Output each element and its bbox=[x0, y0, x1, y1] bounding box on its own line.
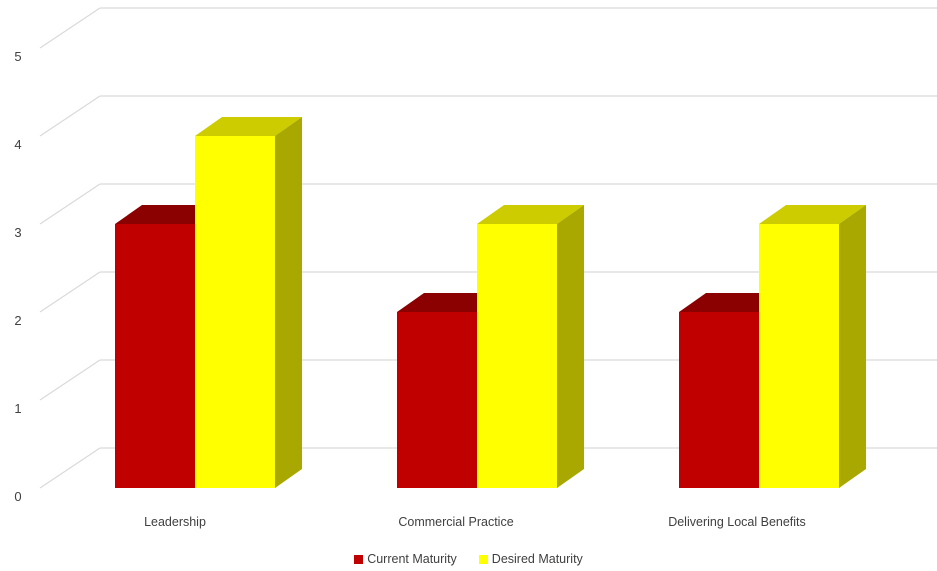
bar-top bbox=[759, 205, 866, 224]
y-axis-ticks: 0 1 2 3 4 5 bbox=[14, 49, 21, 504]
y-tick-label: 0 bbox=[14, 489, 21, 504]
gridline-diagonal bbox=[39, 271, 101, 313]
y-tick-label: 4 bbox=[14, 137, 21, 152]
x-category-label: Delivering Local Benefits bbox=[668, 515, 806, 529]
bar bbox=[195, 117, 302, 488]
legend: Current Maturity Desired Maturity bbox=[0, 552, 937, 566]
gridline-diagonal bbox=[39, 447, 101, 489]
legend-label-desired: Desired Maturity bbox=[491, 552, 583, 566]
y-tick-label: 5 bbox=[14, 49, 21, 64]
bar-top bbox=[477, 205, 584, 224]
legend-label-current: Current Maturity bbox=[367, 552, 457, 566]
gridline-diagonal bbox=[39, 359, 101, 401]
bar-front bbox=[679, 312, 759, 488]
bar-top bbox=[195, 117, 302, 136]
bar-side bbox=[275, 117, 302, 488]
gridline-diagonal bbox=[39, 183, 101, 225]
bar-side bbox=[557, 205, 584, 488]
x-axis-categories: Leadership Commercial Practice Delivering … bbox=[144, 515, 806, 529]
gridline-diagonal bbox=[39, 7, 101, 49]
legend-item-desired: Desired Maturity bbox=[478, 552, 583, 566]
bar-front bbox=[397, 312, 477, 488]
legend-item-current: Current Maturity bbox=[354, 552, 457, 566]
legend-swatch-desired bbox=[478, 554, 488, 564]
bar bbox=[759, 205, 866, 488]
bar-front bbox=[477, 224, 557, 488]
bars bbox=[115, 117, 866, 488]
bar-front bbox=[195, 136, 275, 488]
y-tick-label: 2 bbox=[14, 313, 21, 328]
legend-swatch-current bbox=[354, 554, 364, 564]
bar-front bbox=[759, 224, 839, 488]
x-category-label: Leadership bbox=[144, 515, 206, 529]
bar-front bbox=[115, 224, 195, 488]
bar-side bbox=[839, 205, 866, 488]
bar bbox=[477, 205, 584, 488]
gridline-diagonal bbox=[39, 95, 101, 137]
x-category-label: Commercial Practice bbox=[398, 515, 513, 529]
y-tick-label: 1 bbox=[14, 401, 21, 416]
y-tick-label: 3 bbox=[14, 225, 21, 240]
